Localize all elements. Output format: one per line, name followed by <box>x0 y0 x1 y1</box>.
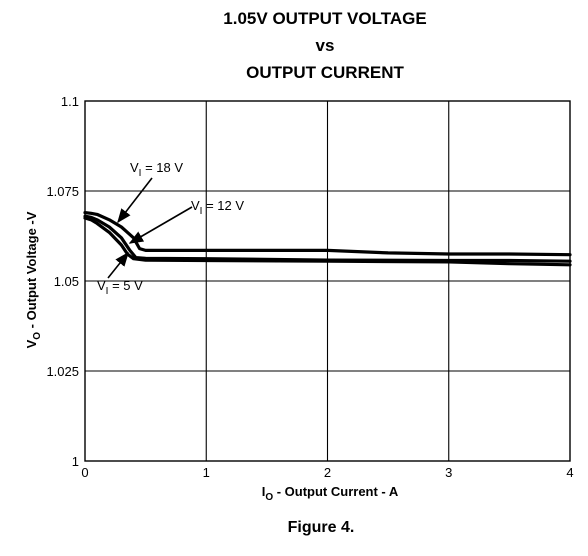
chart-title-line-3: OUTPUT CURRENT <box>246 63 404 82</box>
x-tick-label: 4 <box>566 465 573 480</box>
annotation-label: VI = 18 V <box>130 160 183 179</box>
annotation-arrow <box>128 206 193 244</box>
x-tick-label: 1 <box>203 465 210 480</box>
annotation-label-sub: I <box>200 206 203 217</box>
annotation-label: VI = 12 V <box>191 198 244 217</box>
annotation-label-sub: I <box>106 286 109 297</box>
annotation-label-main: V <box>191 198 200 213</box>
annotation-label: VI = 5 V <box>97 278 143 297</box>
annotation-label-sub: I <box>139 168 142 179</box>
y-axis-label-main: V <box>24 339 39 348</box>
series-line-0 <box>83 211 572 257</box>
x-tick-label: 0 <box>81 465 88 480</box>
figure-caption: Figure 4. <box>288 519 355 536</box>
chart-title-line-2: vs <box>316 36 335 55</box>
x-axis-label-rest: - Output Current - A <box>273 484 399 499</box>
x-tick-label: 2 <box>324 465 331 480</box>
y-tick-label: 1.025 <box>46 364 79 379</box>
series-lines <box>83 211 572 267</box>
annotation-label-main: V <box>130 160 139 175</box>
annotations: VI = 18 VVI = 12 VVI = 5 V <box>97 160 244 297</box>
x-axis-label-sub: O <box>265 492 273 503</box>
series-line-2 <box>83 216 572 267</box>
x-axis-label: IO - Output Current - A <box>262 484 399 503</box>
y-tick-label: 1 <box>72 454 79 469</box>
annotation-label-rest: = 12 V <box>202 198 244 213</box>
y-axis-label-sub: O <box>32 332 43 340</box>
x-tick-label: 3 <box>445 465 452 480</box>
y-axis-label: VO - Output Voltage -V <box>24 211 43 348</box>
annotation-arrow <box>107 251 129 279</box>
y-tick-label: 1.075 <box>46 184 79 199</box>
x-axis-label-main: I <box>262 484 266 499</box>
chart-title-line-1: 1.05V OUTPUT VOLTAGE <box>223 9 426 28</box>
grid <box>84 100 571 462</box>
y-tick-label: 1.05 <box>54 274 79 289</box>
y-axis-label-rest: - Output Voltage -V <box>24 211 39 332</box>
y-tick-label: 1.1 <box>61 94 79 109</box>
annotation-label-rest: = 18 V <box>141 160 183 175</box>
annotation-arrow <box>117 177 153 224</box>
annotation-label-rest: = 5 V <box>108 278 143 293</box>
annotation-label-main: V <box>97 278 106 293</box>
